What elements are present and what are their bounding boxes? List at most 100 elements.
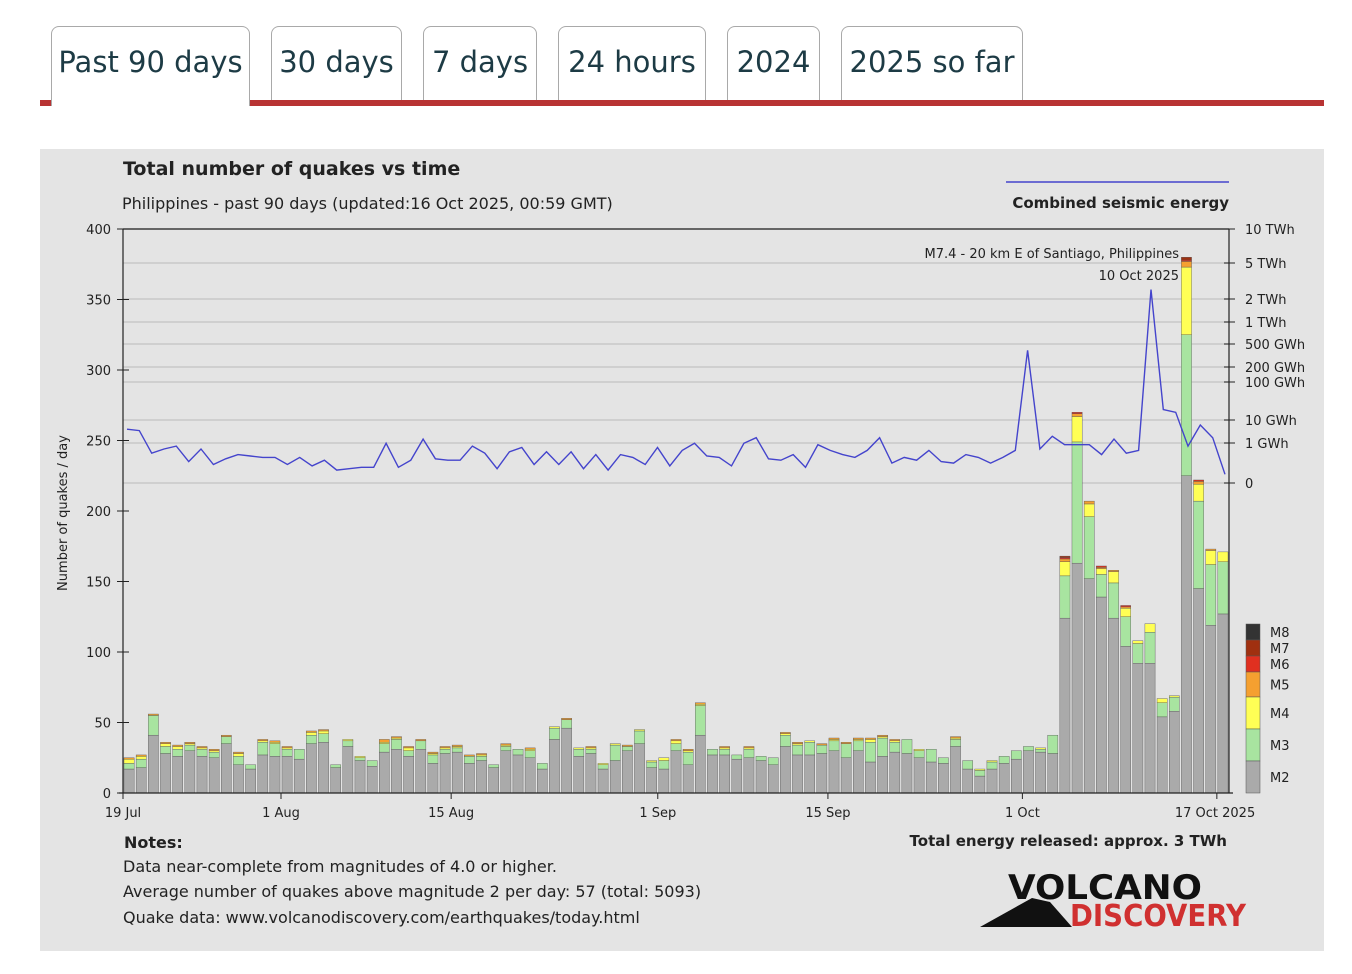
bar-m3-segment — [889, 742, 901, 753]
bar-m2-segment — [646, 767, 658, 794]
bar-m3-segment — [1181, 334, 1192, 476]
tab-2024[interactable]: 2024 — [727, 26, 820, 100]
bar-m3-segment — [1011, 750, 1022, 760]
bar-m4-segment — [609, 743, 621, 746]
bar-m6-segment — [1096, 565, 1107, 568]
bar-m4-segment — [427, 753, 439, 756]
quake-chart-panel: Total number of quakes vs time Philippin… — [40, 149, 1324, 951]
bar-m3-segment — [1144, 632, 1156, 664]
bar-m3-segment — [391, 739, 402, 750]
bar-m3-segment — [962, 760, 974, 770]
volcanodiscovery-logo[interactable]: VOLCANO DISCOVERY — [980, 868, 1247, 934]
bar-m3-segment — [853, 740, 864, 751]
bar-m4-segment — [184, 743, 196, 746]
bar-m3-segment — [950, 739, 961, 747]
bar-m2-segment — [391, 749, 402, 794]
y-tick-label: 0 — [103, 787, 111, 802]
bar-m2-segment — [840, 757, 852, 794]
tab-2025-so-far[interactable]: 2025 so far — [841, 26, 1023, 100]
bar-m4-segment — [889, 740, 901, 743]
bar-m5-segment — [415, 739, 427, 742]
bar-m3-segment — [816, 744, 828, 754]
plot-grid — [123, 228, 1229, 484]
bar-m2-segment — [658, 768, 670, 794]
bar-m3-segment — [925, 749, 937, 763]
plot-bars — [123, 256, 1229, 794]
bar-m5-segment — [853, 737, 864, 740]
bar-m3-segment — [160, 746, 171, 754]
bar-m2-segment — [512, 754, 524, 794]
bar-m4-segment — [281, 747, 293, 750]
bar-m2-segment — [561, 727, 572, 794]
bar-m5-segment — [464, 754, 475, 757]
x-tick-label: 19 Jul — [105, 806, 141, 821]
bar-m4-segment — [196, 747, 208, 750]
bar-m4-segment — [1181, 266, 1192, 335]
peak-annotation-line2: 10 Oct 2025 — [1099, 269, 1179, 284]
logo-volcano-text: VOLCANO — [1008, 868, 1202, 908]
bar-m4-segment — [974, 768, 986, 771]
bar-m3-segment — [1205, 564, 1217, 626]
bar-m3-segment — [257, 742, 269, 756]
bar-m5-segment — [196, 746, 208, 749]
bar-m5-segment — [318, 729, 329, 732]
bar-m2-segment — [622, 750, 633, 794]
bar-m2-segment — [220, 743, 232, 794]
bar-m2-segment — [828, 750, 840, 794]
chart-subtitle: Philippines - past 90 days (updated:16 O… — [122, 194, 613, 213]
bar-m3-segment — [148, 715, 159, 736]
bar-m3-segment — [464, 756, 475, 764]
bar-m2-segment — [208, 757, 220, 794]
bar-m2-segment — [415, 749, 427, 794]
bar-m2-segment — [293, 758, 305, 794]
bar-m3-segment — [719, 749, 730, 756]
bar-m3-segment — [427, 754, 439, 764]
bar-m3-segment — [974, 770, 986, 777]
bar-m2-segment — [330, 767, 341, 794]
bar-m5-segment — [1071, 413, 1083, 417]
bar-m3-segment — [549, 727, 560, 740]
tab-7-days[interactable]: 7 days — [423, 26, 537, 100]
time-range-tabs: Past 90 days 30 days 7 days 24 hours 202… — [40, 26, 1324, 106]
chart-title: Total number of quakes vs time — [123, 158, 460, 180]
bar-m3-segment — [865, 742, 876, 763]
tab-24-hours[interactable]: 24 hours — [558, 26, 706, 100]
bar-m3-segment — [208, 751, 220, 758]
bar-m4-segment — [1059, 561, 1071, 577]
bar-m3-segment — [780, 734, 791, 747]
bar-m5-segment — [148, 713, 159, 716]
bar-m4-segment — [342, 739, 354, 742]
bar-m5-segment — [561, 718, 572, 720]
bar-m4-segment — [1205, 550, 1217, 565]
bar-m4-segment — [780, 733, 791, 736]
bar-m4-segment — [1132, 640, 1144, 644]
bar-m3-segment — [609, 744, 621, 761]
bar-m3-segment — [901, 739, 913, 754]
tab-past-90-days[interactable]: Past 90 days — [51, 26, 250, 106]
bar-m2-segment — [476, 760, 487, 794]
bar-m2-segment — [780, 746, 791, 794]
bar-m4-segment — [354, 756, 366, 758]
bar-m4-segment — [318, 730, 329, 734]
bar-m4-segment — [1217, 551, 1229, 562]
bar-m2-segment — [1120, 646, 1131, 794]
bar-m3-segment — [354, 757, 366, 761]
bar-m3-segment — [123, 763, 135, 770]
tab-bar-rule — [40, 100, 1324, 106]
tab-30-days[interactable]: 30 days — [271, 26, 402, 100]
bar-m3-segment — [731, 754, 743, 760]
bar-m4-segment — [913, 749, 925, 751]
bar-m3-segment — [585, 749, 597, 754]
bar-m5-segment — [828, 737, 840, 740]
energy-tick-label: 1 GWh — [1245, 437, 1289, 452]
bar-m4-segment — [634, 729, 645, 732]
plot-axes: 0 50 100 150 200 250 300 350 400 10 TWh 5 TWh 2 TWh… — [86, 223, 1305, 821]
bar-m2-segment — [135, 767, 147, 794]
x-tick-label: 15 Aug — [428, 806, 474, 821]
bar-m2-segment — [804, 754, 816, 794]
bar-m5-segment — [257, 739, 269, 742]
bar-m4-segment — [269, 742, 281, 744]
bar-m3-segment — [1083, 516, 1095, 579]
bar-m4-segment — [257, 740, 269, 743]
bar-m2-segment — [1047, 753, 1059, 794]
